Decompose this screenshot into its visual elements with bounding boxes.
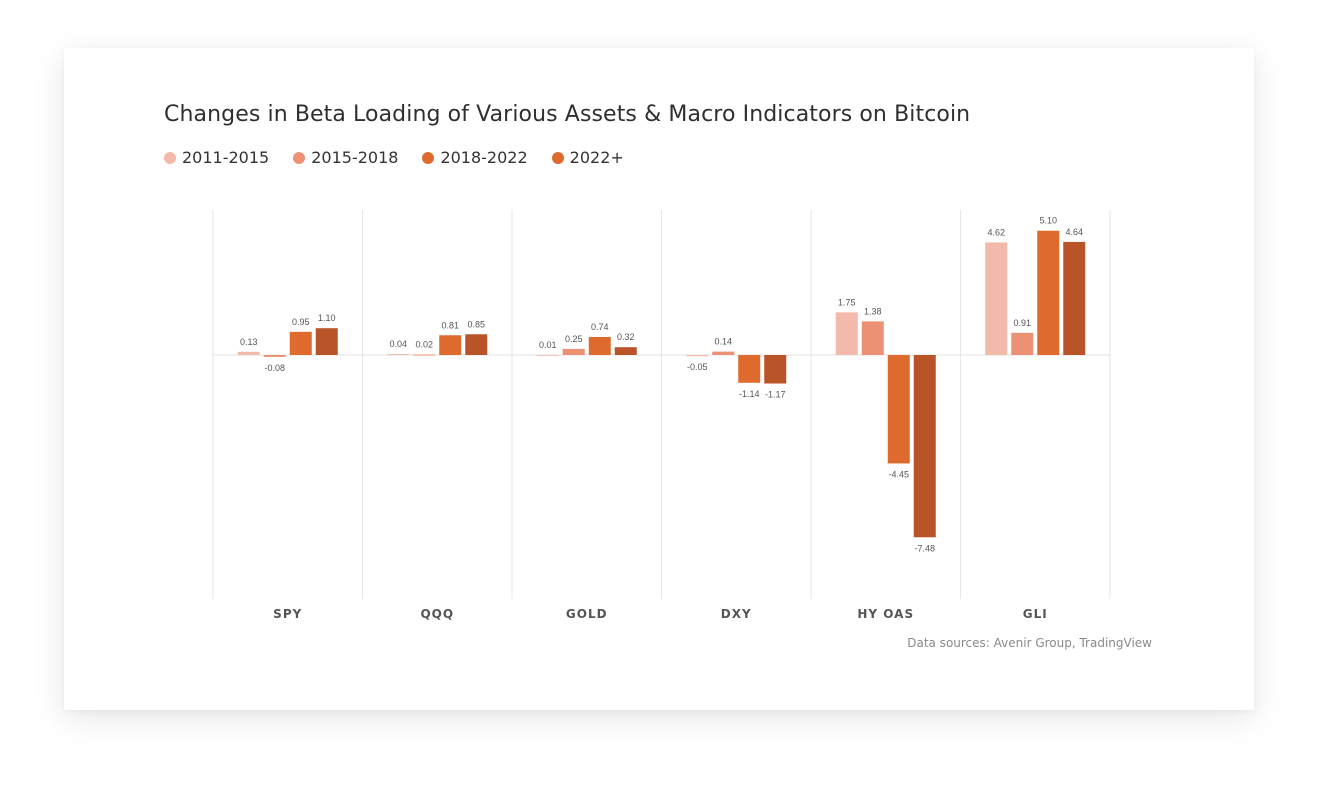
bar (536, 354, 559, 356)
bar (237, 351, 260, 355)
data-label: 4.62 (987, 227, 1005, 237)
category-label: QQQ (420, 607, 454, 621)
data-label: 0.02 (415, 340, 433, 350)
bar (738, 355, 761, 383)
data-source-note: Data sources: Avenir Group, TradingView (907, 636, 1152, 650)
legend-item: 2011-2015 (164, 148, 269, 167)
bar (1011, 332, 1034, 355)
category-label: GOLD (566, 607, 608, 621)
data-label: 0.85 (467, 319, 485, 329)
data-label: 0.81 (441, 320, 459, 330)
bar (465, 334, 488, 355)
legend-item: 2015-2018 (293, 148, 398, 167)
legend-label: 2011-2015 (182, 148, 270, 167)
data-label: 0.13 (240, 337, 258, 347)
chart-card: Changes in Beta Loading of Various Asset… (64, 48, 1254, 710)
bar (985, 242, 1008, 355)
data-label: 0.32 (617, 332, 635, 342)
bar (614, 347, 637, 355)
data-label: -1.17 (765, 390, 786, 400)
data-label: 1.38 (864, 306, 882, 316)
data-label: 1.75 (838, 297, 856, 307)
category-label: GLI (1023, 607, 1048, 621)
legend-swatch (293, 151, 306, 164)
bar (413, 354, 436, 356)
data-label: -4.45 (888, 469, 909, 479)
category-label: HY OAS (857, 607, 914, 621)
bar (289, 331, 312, 355)
legend: 2011-2015 2015-2018 2018-2022 2022+ (164, 148, 624, 167)
data-label: -0.08 (264, 363, 285, 373)
data-label: 0.74 (591, 322, 609, 332)
data-label: -1.14 (739, 389, 760, 399)
bar (1063, 241, 1086, 355)
bar (1037, 230, 1060, 355)
legend-swatch (551, 151, 564, 164)
bar (712, 351, 735, 355)
bar (263, 355, 286, 357)
category-label: DXY (721, 607, 752, 621)
legend-item: 2018-2022 (422, 148, 528, 167)
bar (887, 355, 910, 464)
category-label: SPY (273, 607, 302, 621)
legend-swatch (164, 151, 176, 164)
bar (764, 355, 787, 384)
data-label: -0.05 (687, 362, 708, 372)
bar (835, 312, 858, 355)
data-label: -7.48 (914, 543, 935, 553)
bar (439, 335, 462, 355)
bar (686, 355, 709, 357)
bar (861, 321, 884, 355)
bar (913, 355, 936, 538)
bar (387, 354, 410, 356)
data-label: 1.10 (318, 313, 336, 323)
data-label: 0.91 (1013, 318, 1031, 328)
bar (315, 328, 338, 355)
data-label: 0.25 (565, 334, 583, 344)
bar (562, 348, 585, 355)
legend-item: 2022+ (551, 148, 624, 167)
data-label: 0.95 (292, 317, 310, 327)
chart-title: Changes in Beta Loading of Various Asset… (164, 102, 971, 127)
data-label: 0.14 (714, 337, 732, 347)
data-label: 0.01 (539, 340, 557, 350)
legend-label: 2015-2018 (311, 148, 399, 167)
legend-label: 2018-2022 (440, 148, 528, 167)
bar (588, 336, 611, 355)
data-label: 5.10 (1039, 216, 1057, 226)
legend-swatch (422, 151, 435, 164)
bar-chart: 0.13 -0.08 0.95 1.10 SPY 0.04 0.02 0.81 0.85 QQQ 0… (212, 210, 1111, 621)
data-label: 4.64 (1065, 227, 1083, 237)
legend-label: 2022+ (569, 148, 624, 167)
data-label: 0.04 (389, 339, 407, 349)
